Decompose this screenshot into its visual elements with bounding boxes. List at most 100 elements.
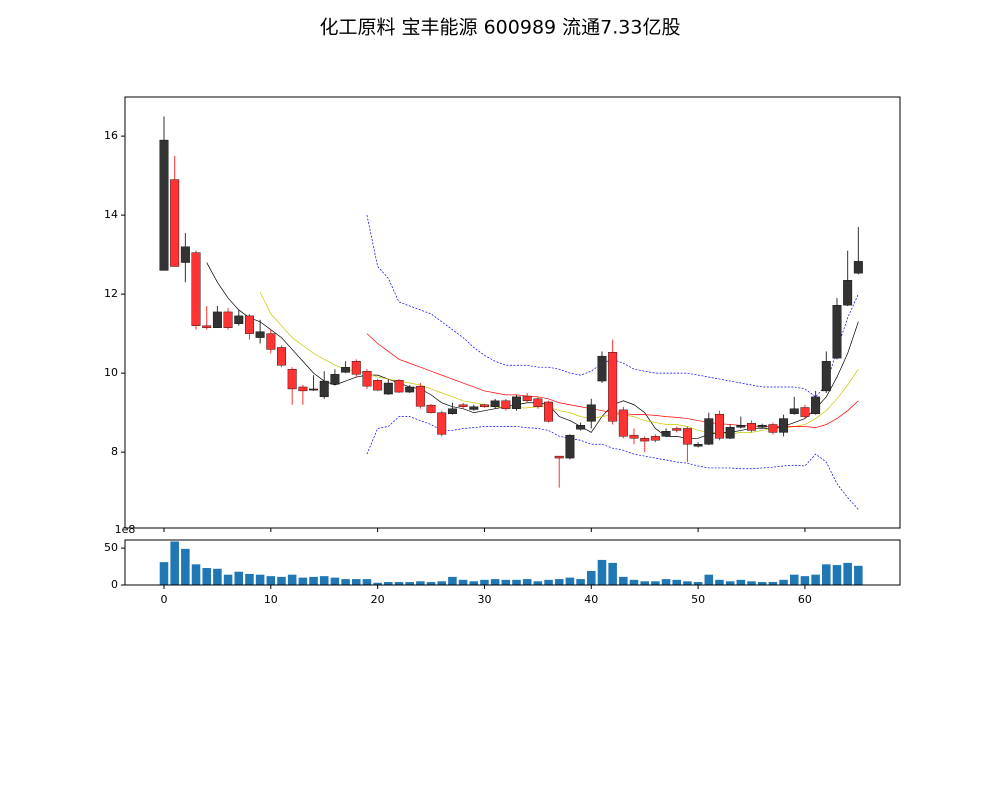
- volume-bar: [330, 577, 340, 585]
- candle-body: [479, 404, 489, 407]
- candle-body: [234, 315, 244, 324]
- y-tick-label: 10: [104, 366, 118, 379]
- volume-bar: [822, 564, 831, 585]
- volume-bar: [480, 579, 489, 585]
- volume-bar: [619, 576, 628, 585]
- volume-bar: [319, 576, 329, 585]
- candle-body: [298, 386, 308, 392]
- volume-bar: [351, 579, 361, 585]
- volume-bar: [234, 571, 244, 585]
- candle-body: [640, 438, 650, 442]
- candle-body: [618, 409, 628, 437]
- volume-bar: [501, 579, 511, 585]
- volume-bar: [170, 541, 179, 585]
- candle-body: [843, 280, 853, 306]
- volume-bar: [779, 579, 788, 585]
- volume-bar: [789, 574, 799, 585]
- volume-bar: [416, 581, 425, 585]
- candle-body: [212, 311, 222, 328]
- volume-bar: [640, 581, 649, 585]
- volume-bar: [854, 565, 863, 585]
- candle-body: [725, 427, 735, 439]
- offset-label: 1e8: [115, 523, 136, 536]
- x-tick-label: 50: [691, 593, 705, 606]
- candle-body: [608, 352, 618, 422]
- volume-bar: [587, 570, 596, 585]
- candle-body: [180, 246, 190, 263]
- axes-frame: [124, 96, 901, 529]
- volume-bar: [309, 576, 318, 585]
- candle-body: [800, 407, 810, 417]
- volume-bar: [544, 579, 553, 585]
- candle-body: [522, 395, 532, 401]
- volume-bar: [715, 579, 724, 585]
- candle-body: [469, 406, 479, 410]
- candle-body: [747, 423, 756, 431]
- volume-bar: [373, 582, 382, 585]
- candle-body: [383, 382, 393, 395]
- candle-body: [490, 400, 500, 407]
- candle-body: [533, 398, 543, 407]
- volume-bar: [565, 577, 575, 585]
- x-tick-label: 0: [160, 593, 167, 606]
- candle-body: [362, 370, 372, 387]
- volume-bar: [384, 582, 393, 585]
- candle-body: [576, 425, 586, 430]
- candle-body: [789, 408, 799, 415]
- candle-body: [501, 400, 511, 409]
- candle-body: [629, 434, 639, 439]
- x-tick-label: 20: [371, 593, 385, 606]
- candle-body: [202, 325, 212, 328]
- candle-body: [586, 404, 596, 422]
- volume-bar: [843, 562, 852, 585]
- moving-line: [366, 215, 859, 398]
- volume-bar: [597, 559, 607, 585]
- y-tick-label: 8: [111, 445, 118, 458]
- candle-body: [319, 380, 329, 398]
- moving-line: [366, 416, 859, 510]
- volume-bar: [202, 568, 211, 585]
- volume-bar: [490, 579, 500, 585]
- volume-bar: [448, 576, 457, 585]
- volume-bar: [245, 573, 254, 585]
- y-tick-label: 0: [111, 578, 118, 591]
- candle-body: [405, 386, 415, 393]
- volume-bar: [800, 576, 810, 585]
- candle-body: [309, 388, 319, 391]
- candle-body: [394, 380, 404, 393]
- candle-body: [736, 425, 746, 428]
- candle-body: [704, 418, 714, 445]
- volume-bar: [811, 574, 820, 585]
- volume-bar: [287, 574, 297, 585]
- candle-body: [714, 414, 724, 439]
- candle-body: [351, 361, 361, 375]
- candle-body: [458, 404, 468, 407]
- x-tick-label: 60: [798, 593, 812, 606]
- volume-bar: [426, 582, 436, 585]
- x-tick-label: 30: [477, 593, 491, 606]
- y-tick-label: 12: [104, 287, 118, 300]
- candle-body: [244, 315, 254, 334]
- candle-body: [757, 425, 767, 428]
- candle-body: [693, 444, 703, 447]
- volume-bar: [672, 579, 682, 585]
- volume-bar: [661, 579, 671, 585]
- candle-body: [373, 380, 383, 391]
- volume-bar: [704, 574, 714, 585]
- volume-axes: 1e8 0 50 0 10 20 30 40 50 60: [104, 523, 901, 606]
- volume-bar: [255, 574, 265, 585]
- volume-bar: [693, 582, 703, 585]
- candle-body: [159, 139, 169, 271]
- candle-body: [811, 396, 821, 415]
- candle-body: [544, 401, 554, 422]
- volume-bar: [213, 568, 222, 585]
- volume-bar: [277, 576, 286, 585]
- candle-body: [447, 408, 457, 415]
- volume-bar: [683, 581, 692, 585]
- candle-body: [512, 396, 521, 409]
- volume-bar: [266, 576, 276, 585]
- candle-body: [682, 428, 692, 445]
- volume-bar: [341, 579, 350, 585]
- volume-bar: [298, 577, 308, 585]
- volume-bar: [223, 574, 233, 585]
